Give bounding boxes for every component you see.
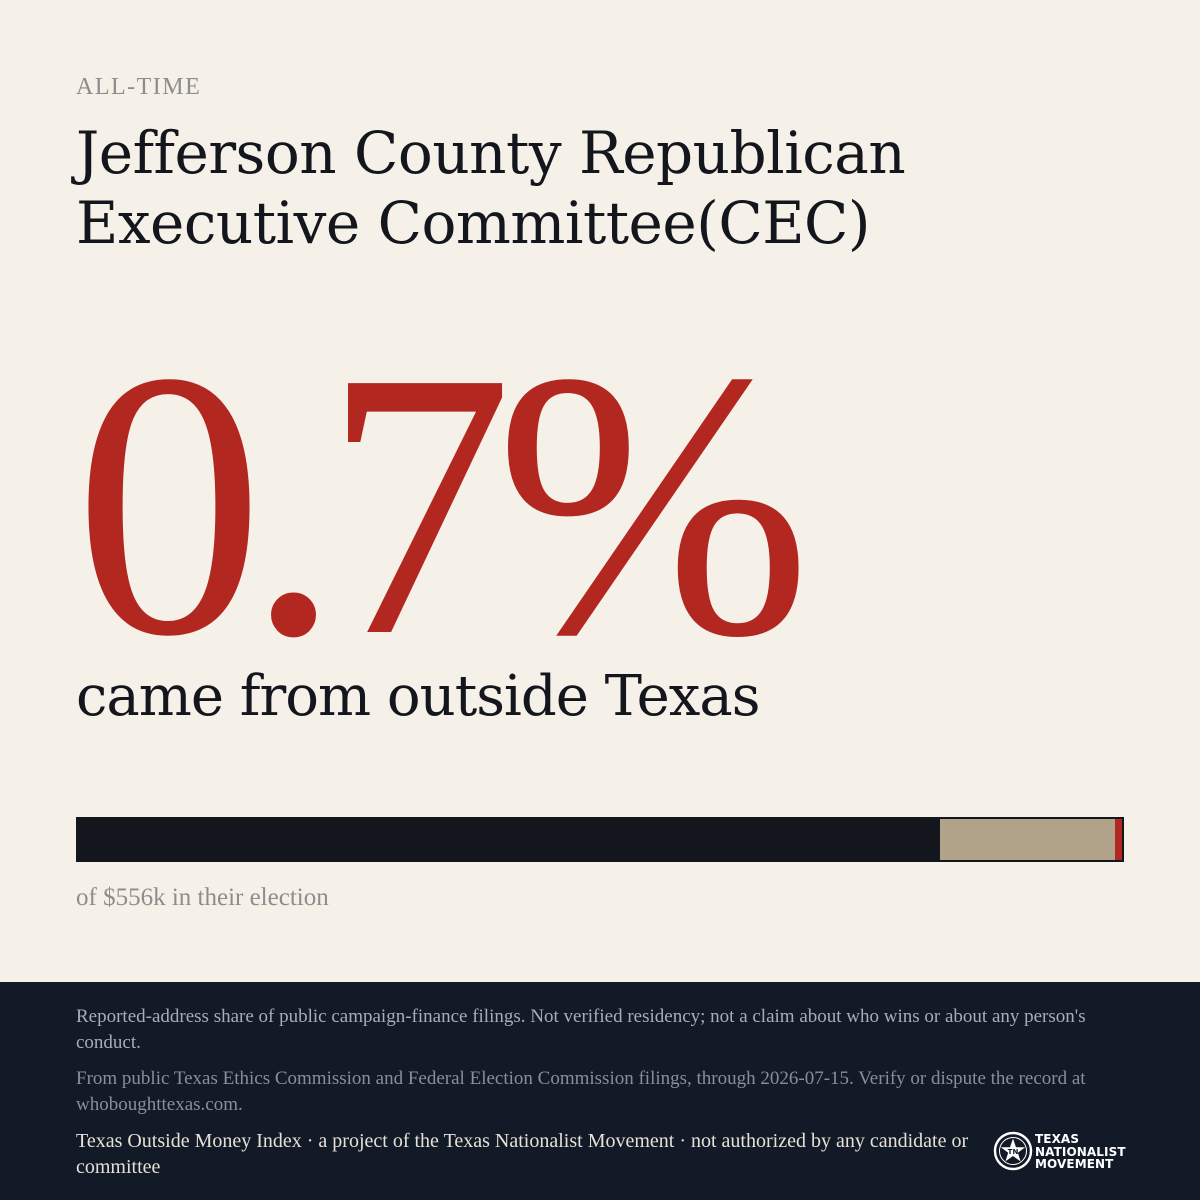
- outside-share-caption: came from outside Texas: [76, 664, 760, 729]
- logo-line-2: NATIONALIST: [1035, 1144, 1126, 1159]
- share-bar-in-state-segment: [78, 819, 941, 860]
- svg-text:TN: TN: [1008, 1148, 1019, 1156]
- share-bar-outside-segment: [1114, 819, 1122, 860]
- tnm-logo: TN TEXAS NATIONALIST MOVEMENT: [993, 1131, 1126, 1173]
- star-seal-icon: TN: [993, 1131, 1033, 1171]
- logo-line-3: MOVEMENT: [1035, 1157, 1114, 1171]
- total-caption: of $556k in their election: [76, 884, 329, 911]
- logo-line-1: TEXAS: [1035, 1132, 1080, 1146]
- share-bar: [76, 817, 1124, 862]
- committee-title: Jefferson County Republican Executive Co…: [76, 119, 906, 257]
- footer-disclaimer: Reported-address share of public campaig…: [76, 1006, 1086, 1053]
- footer-source: From public Texas Ethics Commission and …: [76, 1068, 1086, 1115]
- logo-wordmark: TEXAS NATIONALIST MOVEMENT: [1035, 1133, 1126, 1171]
- eyebrow-label: ALL-TIME: [76, 74, 202, 100]
- footer-project-note: Texas Outside Money Index · a project of…: [76, 1130, 969, 1178]
- outside-share-value: 0.7%: [74, 294, 812, 715]
